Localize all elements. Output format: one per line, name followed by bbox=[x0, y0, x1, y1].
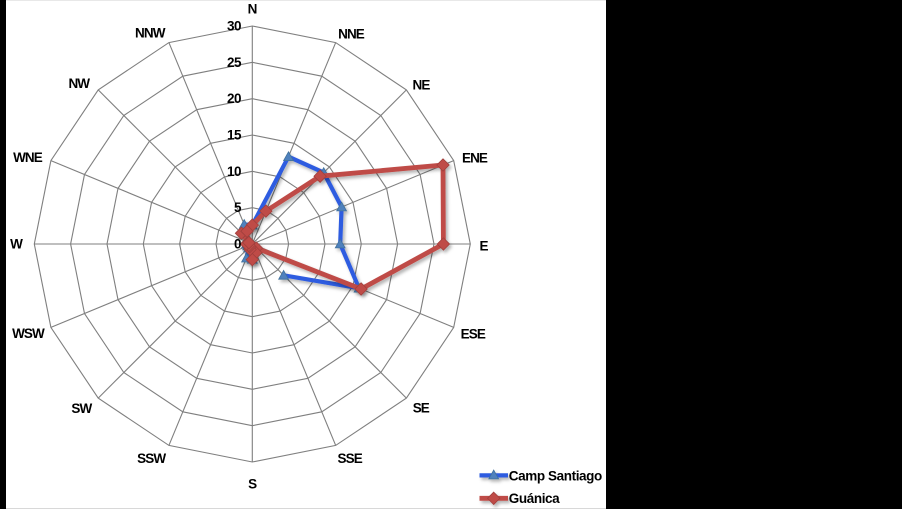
svg-text:ENE: ENE bbox=[462, 151, 488, 166]
svg-text:E: E bbox=[479, 239, 488, 254]
svg-text:10: 10 bbox=[227, 164, 241, 179]
svg-text:5: 5 bbox=[234, 200, 242, 215]
svg-text:20: 20 bbox=[227, 91, 241, 106]
svg-text:ESE: ESE bbox=[461, 326, 486, 341]
svg-text:NW: NW bbox=[68, 76, 90, 91]
svg-text:N: N bbox=[248, 2, 257, 17]
svg-text:WSW: WSW bbox=[12, 326, 45, 341]
svg-text:SW: SW bbox=[71, 401, 92, 416]
svg-text:Guánica: Guánica bbox=[509, 491, 560, 506]
svg-text:NNE: NNE bbox=[338, 26, 365, 41]
svg-text:15: 15 bbox=[227, 128, 242, 143]
svg-text:25: 25 bbox=[227, 55, 242, 70]
svg-text:Camp Santiago: Camp Santiago bbox=[509, 468, 602, 483]
svg-text:S: S bbox=[248, 477, 257, 492]
svg-text:WNE: WNE bbox=[13, 150, 43, 165]
svg-text:0: 0 bbox=[234, 237, 241, 252]
svg-text:SSW: SSW bbox=[137, 451, 166, 466]
svg-text:W: W bbox=[10, 237, 23, 252]
svg-text:30: 30 bbox=[227, 19, 241, 34]
svg-text:SE: SE bbox=[413, 400, 430, 415]
svg-text:NE: NE bbox=[413, 78, 431, 93]
svg-text:NNW: NNW bbox=[135, 26, 166, 41]
svg-text:SSE: SSE bbox=[338, 451, 363, 466]
